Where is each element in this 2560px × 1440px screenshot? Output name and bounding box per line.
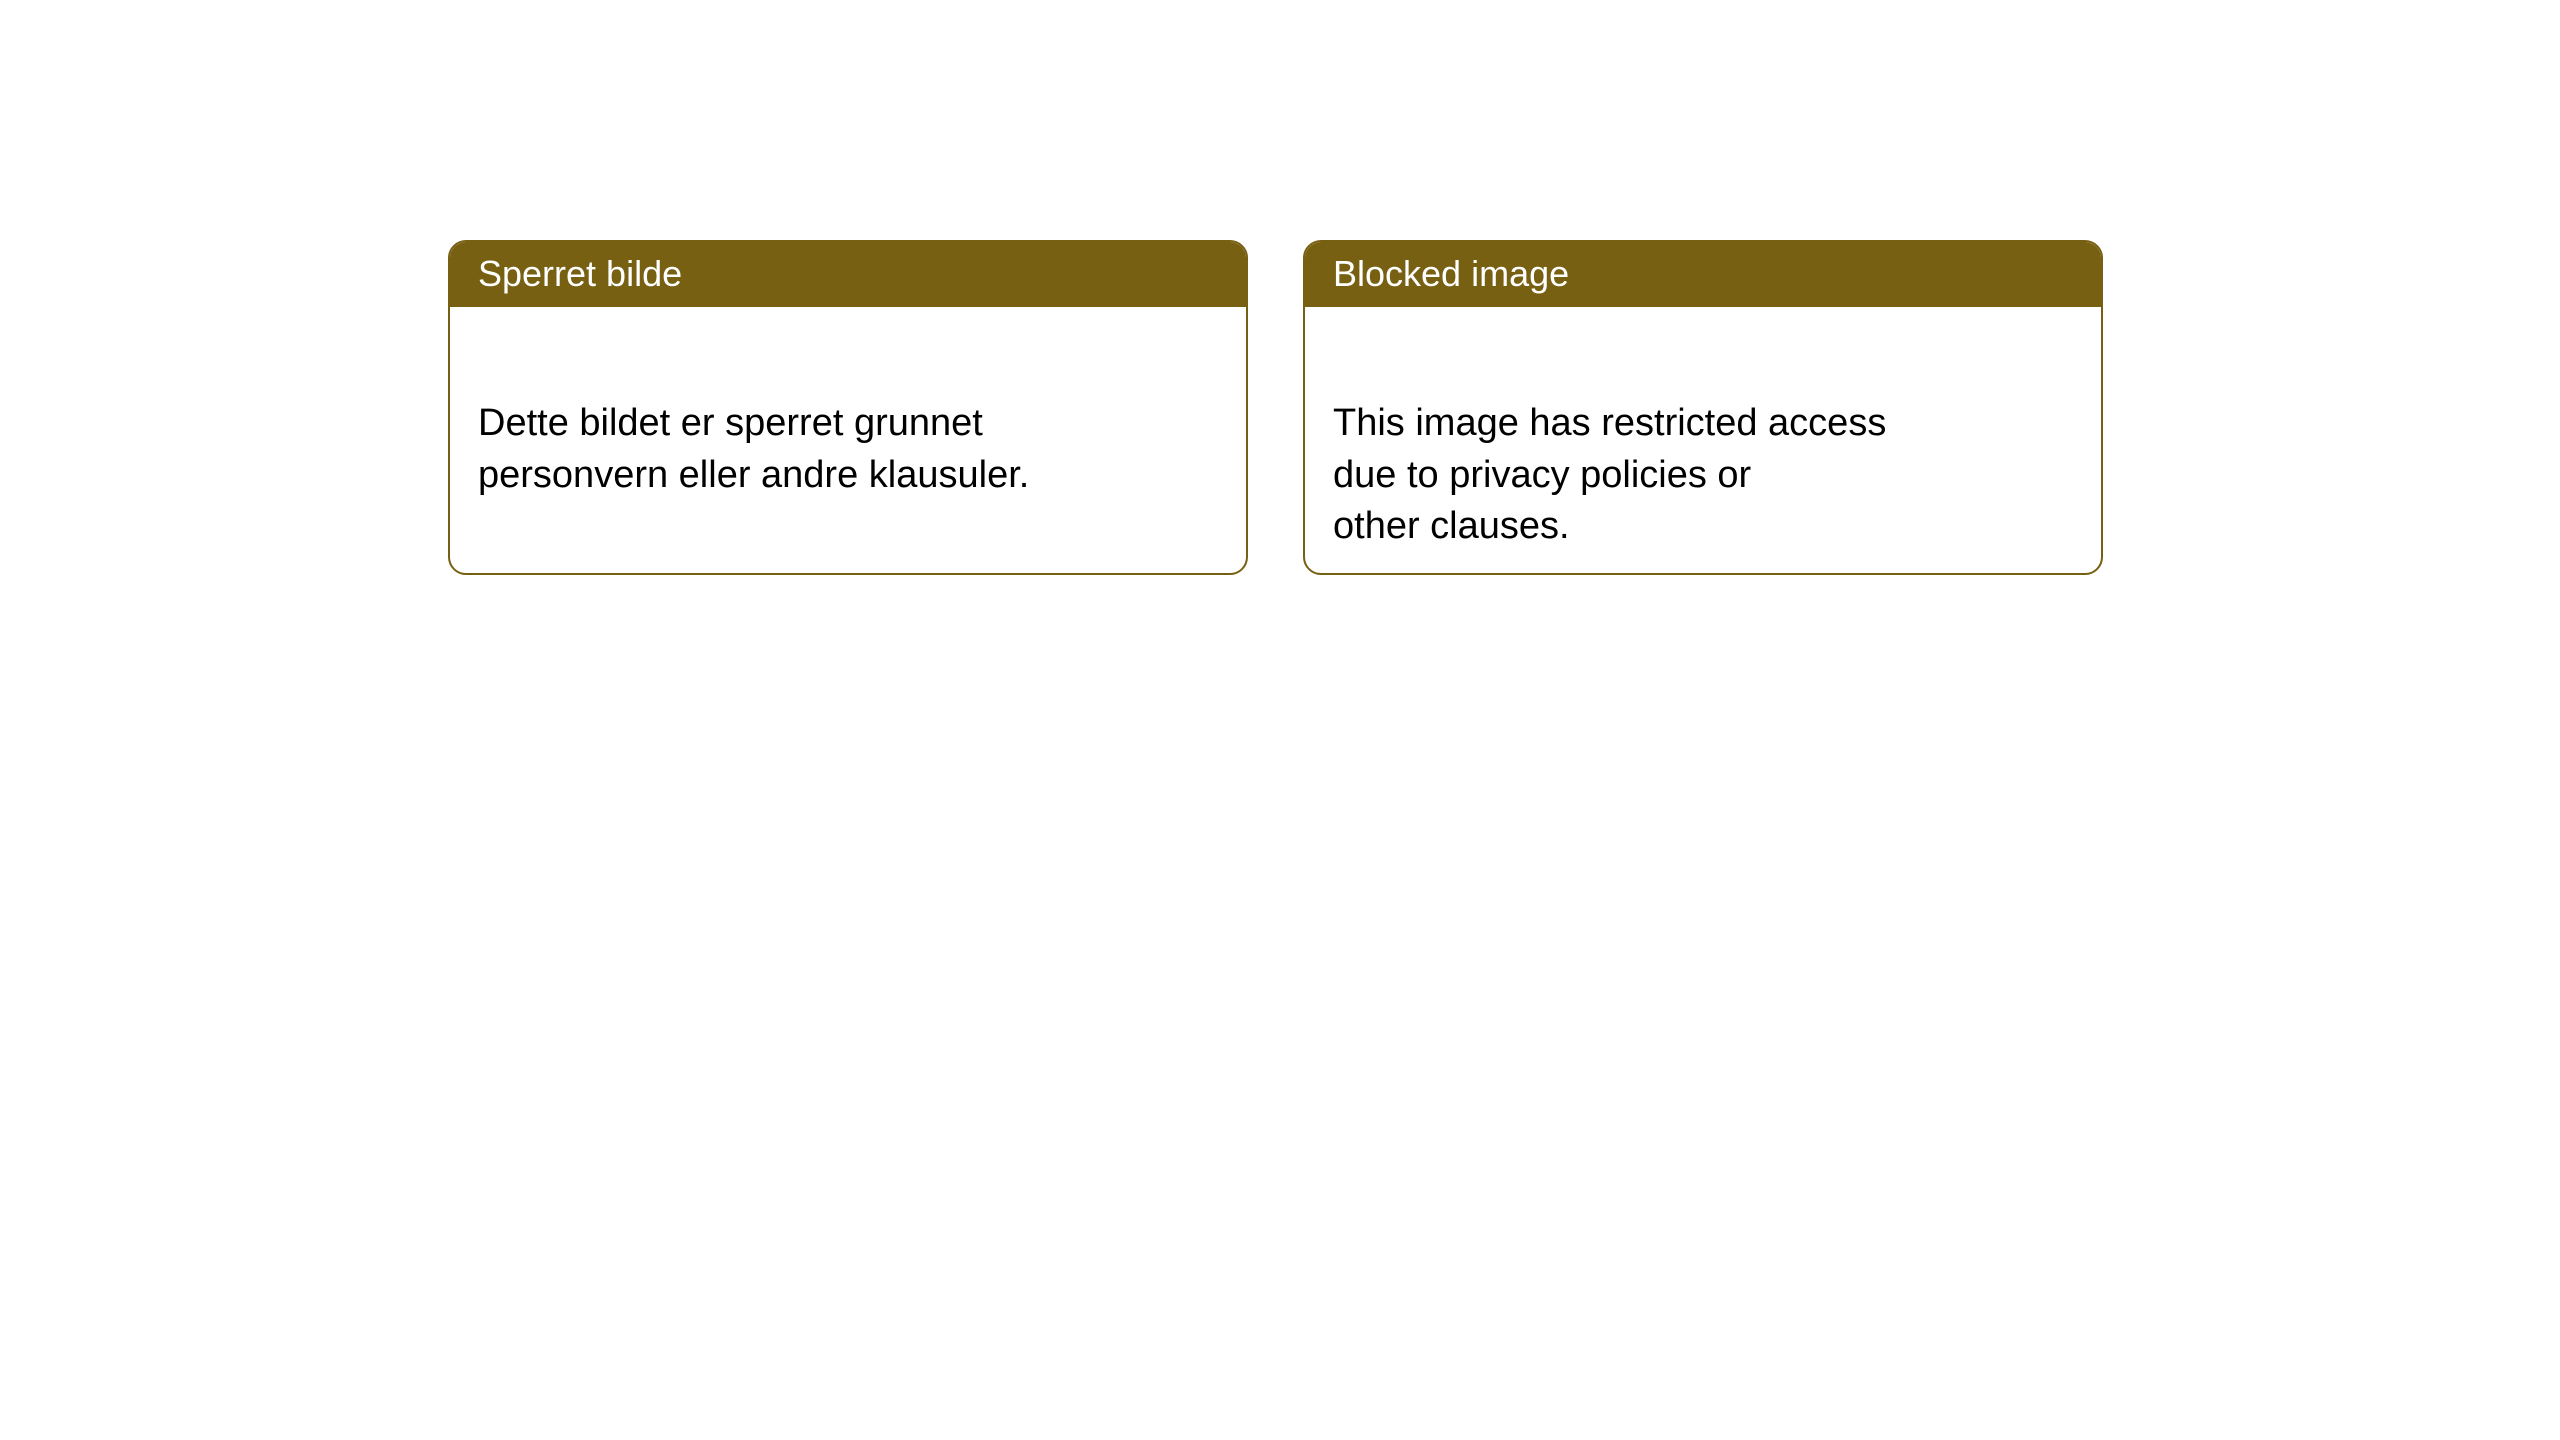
notice-title: Sperret bilde — [478, 253, 682, 294]
notice-card-english: Blocked image This image has restricted … — [1303, 240, 2103, 575]
notice-title: Blocked image — [1333, 253, 1569, 294]
notice-body: This image has restricted access due to … — [1305, 307, 2101, 575]
notice-card-norwegian: Sperret bilde Dette bildet er sperret gr… — [448, 240, 1248, 575]
notice-container: Sperret bilde Dette bildet er sperret gr… — [0, 0, 2560, 575]
notice-body: Dette bildet er sperret grunnet personve… — [450, 307, 1246, 529]
notice-header: Sperret bilde — [450, 242, 1246, 307]
notice-body-text: Dette bildet er sperret grunnet personve… — [478, 402, 1029, 495]
notice-header: Blocked image — [1305, 242, 2101, 307]
notice-body-text: This image has restricted access due to … — [1333, 402, 1886, 547]
